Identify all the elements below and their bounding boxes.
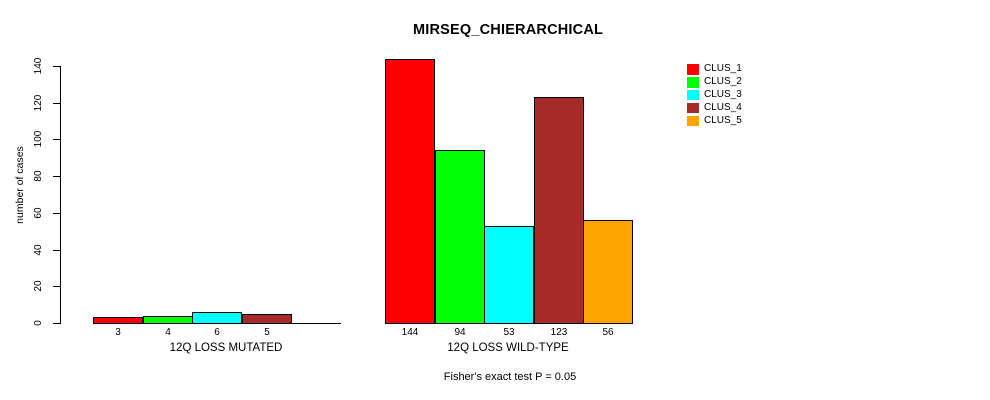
bar-clus_2 — [143, 316, 193, 324]
y-axis-title: number of cases — [14, 146, 26, 224]
y-tick-label: 40 — [33, 244, 44, 256]
bar-value-label: 53 — [503, 327, 515, 338]
y-axis-line — [60, 66, 61, 324]
y-tick — [53, 323, 60, 324]
legend-item-clus_3: CLUS_3 — [687, 89, 742, 102]
bar-value-label: 94 — [454, 327, 466, 338]
x-axis-label-mutated: 12Q LOSS MUTATED — [169, 342, 283, 354]
legend: CLUS_1 CLUS_2 CLUS_3 CLUS_4 CLUS_5 — [687, 63, 742, 127]
y-tick-label: 120 — [33, 94, 44, 112]
legend-label: CLUS_4 — [704, 102, 742, 114]
y-tick — [53, 139, 60, 140]
y-tick — [53, 250, 60, 251]
legend-swatch-icon — [687, 89, 699, 101]
bar-clus_1 — [385, 59, 435, 324]
y-tick — [53, 103, 60, 104]
bar-value-label: 3 — [115, 327, 121, 338]
y-tick — [53, 66, 60, 67]
legend-item-clus_2: CLUS_2 — [687, 76, 742, 89]
legend-swatch-icon — [687, 102, 699, 114]
legend-item-clus_5: CLUS_5 — [687, 115, 742, 128]
bar-clus_1 — [93, 317, 143, 324]
y-tick — [53, 176, 60, 177]
y-tick — [53, 286, 60, 287]
y-tick — [53, 213, 60, 214]
y-tick-label: 20 — [33, 280, 44, 292]
y-tick-label: 140 — [33, 57, 44, 75]
legend-swatch-icon — [687, 115, 699, 127]
bar-clus_3 — [484, 226, 534, 324]
legend-swatch-icon — [687, 77, 699, 88]
bar-value-label: 144 — [401, 327, 419, 338]
bar-value-label: 6 — [214, 327, 220, 338]
bar-value-label: 56 — [602, 327, 614, 338]
legend-label: CLUS_1 — [704, 63, 742, 75]
bar-clus_3 — [192, 312, 242, 324]
y-tick-label: 60 — [33, 207, 44, 219]
x-axis-label-wild-type: 12Q LOSS WILD-TYPE — [447, 342, 569, 354]
chart-title: MIRSEQ_CHIERARCHICAL — [412, 22, 604, 38]
chart-subtitle: Fisher's exact test P = 0.05 — [443, 371, 577, 383]
y-tick-label: 0 — [33, 320, 44, 326]
legend-label: CLUS_2 — [704, 76, 742, 88]
legend-item-clus_1: CLUS_1 — [687, 63, 742, 76]
legend-swatch-icon — [687, 64, 699, 75]
bar-clus_4 — [242, 314, 292, 324]
bar-value-label: 5 — [264, 327, 270, 338]
y-tick-label: 100 — [33, 130, 44, 148]
y-tick-label: 80 — [33, 170, 44, 182]
bar-value-label: 123 — [550, 327, 568, 338]
legend-item-clus_4: CLUS_4 — [687, 102, 742, 115]
bar-clus_2 — [435, 150, 485, 324]
bar-value-label: 4 — [165, 327, 171, 338]
bar-clus_5 — [583, 220, 633, 324]
bar-clus_4 — [534, 97, 584, 324]
legend-label: CLUS_5 — [704, 115, 742, 126]
legend-label: CLUS_3 — [704, 89, 742, 101]
